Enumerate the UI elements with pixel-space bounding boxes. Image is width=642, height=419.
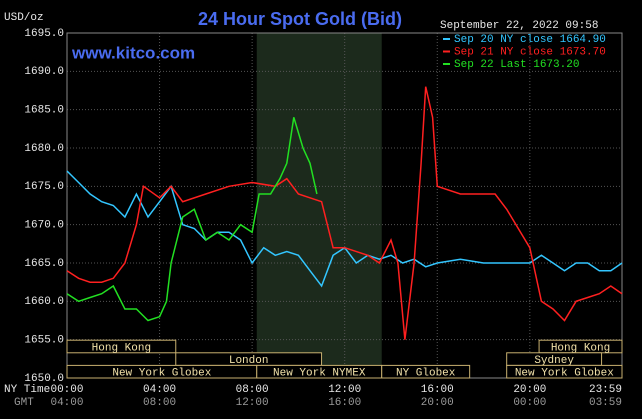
y-tick-label: 1690.0 (24, 66, 64, 78)
session-box (66, 339, 177, 354)
x-tick-label: 12:00 (328, 384, 361, 396)
series-line (66, 86, 623, 340)
x-tick-label: 00:00 (50, 384, 83, 396)
session-label: London (229, 355, 269, 367)
gmt-tick-label: 16:00 (328, 397, 361, 409)
session-label: New York Globex (515, 368, 614, 380)
y-tick-label: 1695.0 (24, 28, 64, 40)
x-tick-label: 16:00 (421, 384, 454, 396)
unit-label: USD/oz (4, 12, 44, 24)
y-tick-label: 1685.0 (24, 105, 64, 117)
gmt-tick-label: 00:00 (513, 397, 546, 409)
gmt-tick-label: 04:00 (50, 397, 83, 409)
series-line (66, 117, 318, 322)
y-tick-label: 1675.0 (24, 181, 64, 193)
chart-title: 24 Hour Spot Gold (Bid) (198, 9, 402, 29)
session-label: New York Globex (112, 368, 211, 380)
session-label: NY Globex (396, 368, 456, 380)
y-tick-label: 1680.0 (24, 143, 64, 155)
session-label: New York NYMEX (273, 368, 366, 380)
x-tick-label: 20:00 (513, 384, 546, 396)
session-box (381, 364, 471, 379)
site-label: www.kitco.com (71, 43, 195, 62)
gmt-tick-label: 03:59 (589, 397, 622, 409)
timestamp: September 22, 2022 09:58 (440, 20, 598, 32)
x-row-label: NY Time (4, 384, 50, 396)
y-tick-label: 1650.0 (24, 373, 64, 385)
legend-label: Sep 21 NY close 1673.70 (454, 46, 606, 58)
session-box (506, 364, 623, 379)
gmt-tick-label: 12:00 (236, 397, 269, 409)
x-tick-label: 04:00 (143, 384, 176, 396)
session-label: Hong Kong (92, 342, 151, 354)
session-shade (256, 33, 382, 378)
series-line (66, 170, 623, 288)
legend-label: Sep 22 Last 1673.20 (454, 59, 579, 71)
gmt-tick-label: 20:00 (421, 397, 454, 409)
legend-label: Sep 20 NY close 1664.90 (454, 34, 606, 46)
gmt-tick-label: 08:00 (143, 397, 176, 409)
x-tick-label: 23:59 (589, 384, 622, 396)
session-label: Hong Kong (551, 342, 610, 354)
y-tick-label: 1670.0 (24, 220, 64, 232)
y-tick-label: 1660.0 (24, 296, 64, 308)
y-tick-label: 1665.0 (24, 258, 64, 270)
y-tick-label: 1655.0 (24, 335, 64, 347)
gmt-row-label: GMT (14, 397, 34, 409)
session-label: Sydney (534, 355, 574, 367)
x-tick-label: 08:00 (236, 384, 269, 396)
